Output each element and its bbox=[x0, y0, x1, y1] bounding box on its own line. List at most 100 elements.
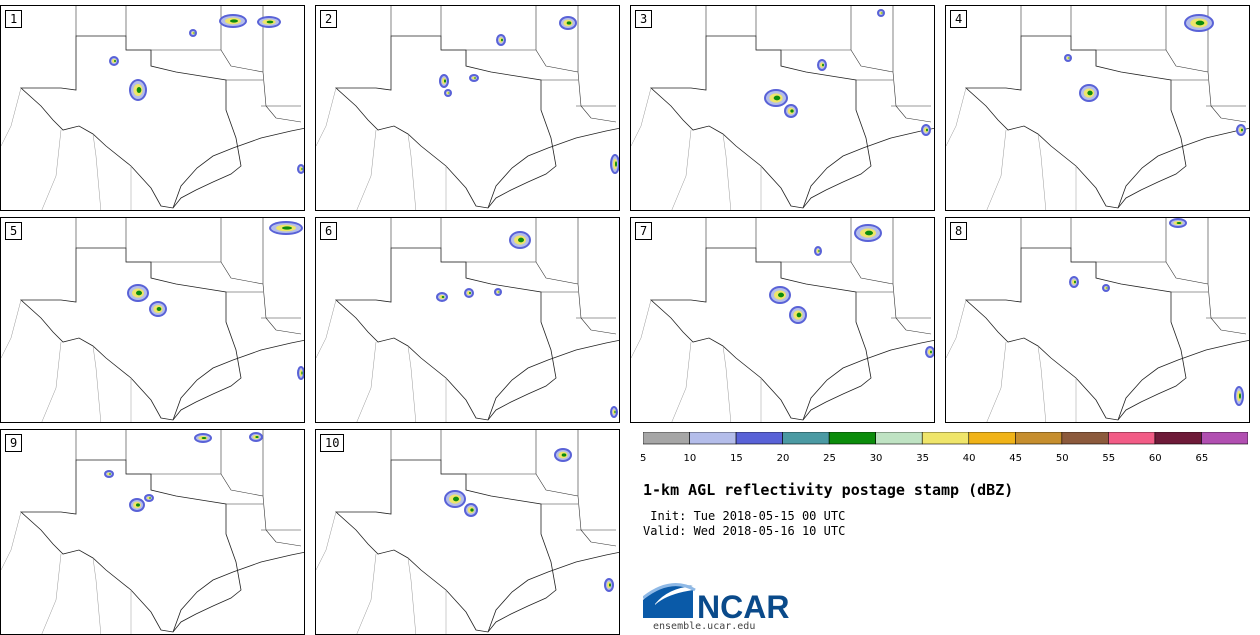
panel-number: 6 bbox=[320, 222, 338, 240]
reflectivity-cell bbox=[297, 366, 304, 380]
reflectivity-cell bbox=[1184, 14, 1214, 32]
reflectivity-cell bbox=[877, 9, 885, 17]
reflectivity-cell bbox=[769, 286, 791, 304]
reflectivity-cell bbox=[297, 164, 304, 174]
forecast-panel-9: 9 bbox=[0, 429, 305, 635]
forecast-panel-7: 7 bbox=[630, 217, 935, 423]
ncar-logo: NCAR bbox=[643, 583, 789, 620]
reflectivity-cell bbox=[789, 306, 807, 324]
colorbar-segment bbox=[1108, 432, 1156, 445]
reflectivity-cell bbox=[109, 56, 119, 66]
reflectivity-cell bbox=[464, 503, 478, 517]
reflectivity-cell bbox=[219, 14, 247, 28]
reflectivity-cell bbox=[494, 288, 502, 296]
basemap bbox=[1, 218, 304, 422]
panel-number: 4 bbox=[950, 10, 968, 28]
init-time: Init: Tue 2018-05-15 00 UTC bbox=[643, 509, 846, 523]
colorbar-tick-label: 25 bbox=[823, 453, 836, 464]
colorbar-segment bbox=[1015, 432, 1063, 445]
forecast-panel-2: 2 bbox=[315, 5, 620, 211]
reflectivity-cell bbox=[269, 221, 303, 235]
reflectivity-cell bbox=[496, 34, 506, 46]
reflectivity-cell bbox=[814, 246, 822, 256]
colorbar-tick-label: 55 bbox=[1102, 453, 1116, 464]
colorbar-segment bbox=[828, 432, 876, 445]
colorbar-tick-label: 30 bbox=[869, 453, 883, 464]
reflectivity-cell bbox=[1236, 124, 1246, 136]
reflectivity-cell bbox=[194, 433, 212, 443]
reflectivity-cell bbox=[436, 292, 448, 302]
ensemble-url: ensemble.ucar.edu bbox=[653, 621, 756, 632]
colorbar-segment bbox=[689, 432, 737, 445]
colorbar-tick-label: 50 bbox=[1055, 453, 1069, 464]
basemap bbox=[1, 430, 304, 634]
panel-number: 1 bbox=[5, 10, 23, 28]
colorbar-segment bbox=[875, 432, 923, 445]
reflectivity-cell bbox=[129, 498, 145, 512]
reflectivity-cell bbox=[509, 231, 531, 249]
panel-number: 10 bbox=[320, 434, 345, 452]
reflectivity-cell bbox=[129, 79, 147, 101]
reflectivity-cell bbox=[444, 89, 452, 97]
colorbar-segment bbox=[735, 432, 783, 445]
colorbar-segment bbox=[1201, 432, 1248, 445]
colorbar-tick-label: 20 bbox=[776, 453, 790, 464]
basemap bbox=[316, 6, 619, 210]
reflectivity-cell bbox=[1102, 284, 1110, 292]
reflectivity-cell bbox=[1079, 84, 1099, 102]
colorbar-tick-label: 40 bbox=[962, 453, 976, 464]
panel-number: 2 bbox=[320, 10, 338, 28]
reflectivity-cell bbox=[604, 578, 614, 592]
forecast-panel-8: 8 bbox=[945, 217, 1250, 423]
reflectivity-cell bbox=[104, 470, 114, 478]
reflectivity-cell bbox=[854, 224, 882, 242]
reflectivity-cell bbox=[1169, 218, 1187, 228]
colorbar-tick-label: 45 bbox=[1009, 453, 1023, 464]
colorbar-segment bbox=[968, 432, 1016, 445]
forecast-panel-4: 4 bbox=[945, 5, 1250, 211]
reflectivity-cell bbox=[439, 74, 449, 88]
basemap bbox=[946, 218, 1249, 422]
reflectivity-cell bbox=[559, 16, 577, 30]
forecast-panel-5: 5 bbox=[0, 217, 305, 423]
valid-time: Valid: Wed 2018-05-16 10 UTC bbox=[643, 524, 846, 538]
colorbar-segment bbox=[643, 432, 690, 445]
colorbar-segment bbox=[782, 432, 830, 445]
basemap bbox=[1, 6, 304, 210]
reflectivity-cell bbox=[1234, 386, 1244, 406]
reflectivity-cell bbox=[257, 16, 281, 28]
reflectivity-cell bbox=[921, 124, 931, 136]
reflectivity-cell bbox=[249, 432, 263, 442]
panel-number: 5 bbox=[5, 222, 23, 240]
colorbar-tick-label: 15 bbox=[730, 453, 743, 464]
panel-number: 9 bbox=[5, 434, 23, 452]
colorbar-segment bbox=[1154, 432, 1202, 445]
reflectivity-cell bbox=[444, 490, 466, 508]
forecast-panel-1: 1 bbox=[0, 5, 305, 211]
basemap bbox=[316, 218, 619, 422]
reflectivity-cell bbox=[149, 301, 167, 317]
reflectivity-cell bbox=[127, 284, 149, 302]
basemap bbox=[631, 6, 934, 210]
reflectivity-cell bbox=[144, 494, 154, 502]
reflectivity-cell bbox=[610, 154, 619, 174]
reflectivity-colorbar bbox=[643, 432, 1248, 445]
reflectivity-cell bbox=[610, 406, 618, 418]
panel-number: 3 bbox=[635, 10, 653, 28]
reflectivity-cell bbox=[189, 29, 197, 37]
forecast-panel-10: 10 bbox=[315, 429, 620, 635]
panel-number: 7 bbox=[635, 222, 653, 240]
basemap bbox=[631, 218, 934, 422]
forecast-panel-6: 6 bbox=[315, 217, 620, 423]
reflectivity-cell bbox=[1069, 276, 1079, 288]
colorbar-tick-label: 65 bbox=[1195, 453, 1209, 464]
basemap bbox=[946, 6, 1249, 210]
colorbar-tick-label: 10 bbox=[683, 453, 697, 464]
forecast-panel-3: 3 bbox=[630, 5, 935, 211]
reflectivity-cell bbox=[1064, 54, 1072, 62]
reflectivity-cell bbox=[464, 288, 474, 298]
reflectivity-cell bbox=[784, 104, 798, 118]
reflectivity-cell bbox=[469, 74, 479, 82]
colorbar-tick-label: 5 bbox=[640, 453, 647, 464]
colorbar-tick-label: 60 bbox=[1148, 453, 1162, 464]
